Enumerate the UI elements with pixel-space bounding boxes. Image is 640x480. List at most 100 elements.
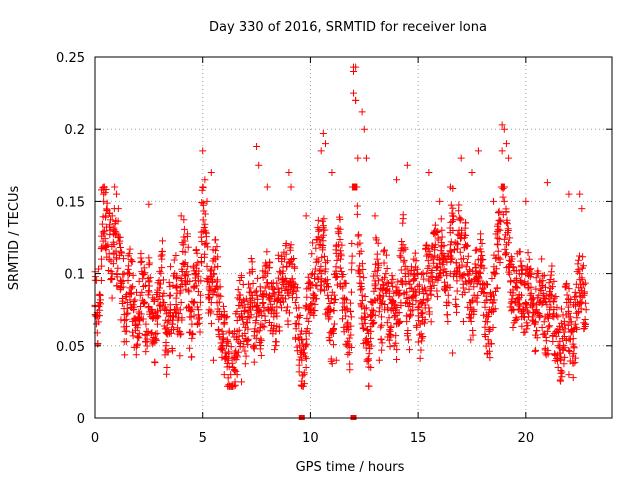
data-point	[249, 280, 257, 288]
data-point	[515, 291, 523, 299]
data-point	[180, 216, 188, 224]
data-point	[241, 303, 249, 311]
data-point	[342, 279, 350, 287]
data-point	[376, 304, 384, 312]
data-point	[430, 281, 438, 289]
data-point	[422, 286, 430, 294]
data-point	[348, 252, 356, 260]
data-point	[467, 336, 475, 344]
data-point	[421, 319, 429, 327]
data-point	[343, 342, 351, 350]
data-point	[372, 280, 380, 288]
data-point	[137, 254, 145, 262]
data-point	[365, 382, 373, 390]
data-point	[246, 314, 254, 322]
data-point	[282, 250, 290, 258]
data-point	[468, 297, 476, 305]
data-point	[540, 330, 548, 338]
data-point	[302, 353, 310, 361]
data-point	[309, 239, 317, 247]
data-point	[449, 217, 457, 225]
data-point	[387, 331, 395, 339]
data-point	[265, 293, 273, 301]
data-point	[524, 313, 532, 321]
data-point	[281, 275, 289, 283]
data-point	[355, 268, 363, 276]
data-point	[238, 302, 246, 310]
data-point	[486, 354, 494, 362]
data-point	[326, 300, 334, 308]
data-point	[482, 292, 490, 300]
data-point	[487, 340, 495, 348]
data-point	[166, 292, 174, 300]
data-point	[557, 377, 565, 385]
data-point	[483, 297, 491, 305]
data-point	[186, 306, 194, 314]
data-point	[348, 266, 356, 274]
data-point	[361, 309, 369, 317]
data-point	[462, 232, 470, 240]
data-point	[108, 212, 116, 220]
data-point	[357, 301, 365, 309]
data-point	[385, 292, 393, 300]
data-point	[143, 342, 151, 350]
data-point	[352, 63, 360, 71]
data-point	[438, 226, 446, 234]
data-point	[305, 317, 313, 325]
data-point	[356, 273, 364, 281]
data-point	[156, 280, 164, 288]
data-point	[453, 287, 461, 295]
data-point	[112, 229, 120, 237]
data-point	[385, 336, 393, 344]
data-point	[417, 300, 425, 308]
data-point	[296, 311, 304, 319]
data-point	[581, 323, 589, 331]
data-point	[237, 274, 245, 282]
data-point	[184, 243, 192, 251]
data-point	[489, 323, 497, 331]
data-point	[509, 289, 517, 297]
data-point	[329, 327, 337, 335]
data-point	[294, 284, 302, 292]
data-point	[374, 277, 382, 285]
data-point	[130, 315, 138, 323]
data-point	[550, 294, 558, 302]
data-point	[363, 326, 371, 334]
data-point	[425, 310, 433, 318]
data-point	[118, 249, 126, 257]
data-point	[247, 254, 255, 262]
data-point	[560, 360, 568, 368]
data-point	[187, 353, 195, 361]
data-point	[241, 329, 249, 337]
data-point	[456, 248, 464, 256]
data-point	[580, 289, 588, 297]
data-point	[243, 319, 251, 327]
data-point	[358, 285, 366, 293]
data-point	[479, 256, 487, 264]
data-point	[356, 239, 364, 247]
data-point	[362, 344, 370, 352]
data-point	[535, 310, 543, 318]
data-point	[548, 262, 556, 270]
data-point	[405, 336, 413, 344]
data-point	[578, 276, 586, 284]
data-point	[546, 288, 554, 296]
data-point	[449, 216, 457, 224]
data-point	[444, 253, 452, 261]
data-point	[307, 271, 315, 279]
data-point	[337, 250, 345, 258]
data-point	[203, 262, 211, 270]
data-point	[344, 350, 352, 358]
data-point	[261, 284, 269, 292]
data-point	[370, 287, 378, 295]
data-point	[273, 279, 281, 287]
data-point	[431, 221, 439, 229]
data-point	[163, 324, 171, 332]
data-point	[425, 169, 433, 177]
data-point	[113, 270, 121, 278]
data-point	[545, 323, 553, 331]
data-point	[419, 269, 427, 277]
data-point	[224, 374, 232, 382]
data-point	[320, 231, 328, 239]
data-point	[257, 337, 265, 345]
